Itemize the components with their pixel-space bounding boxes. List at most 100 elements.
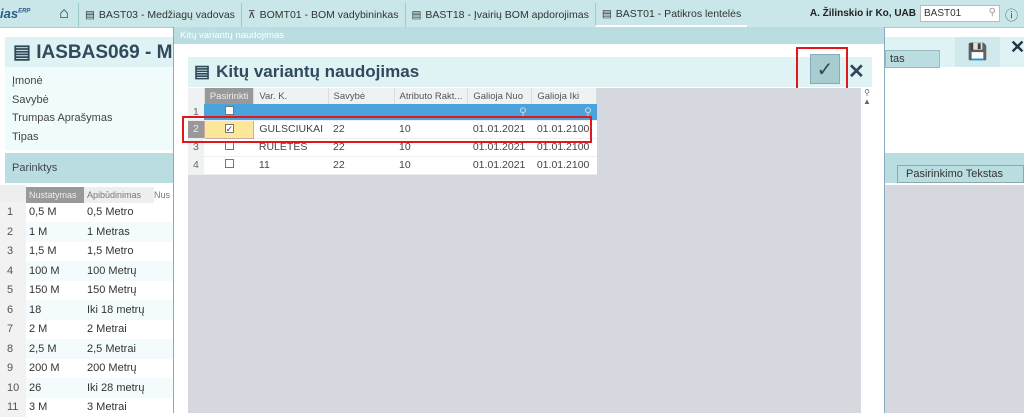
column-header[interactable]: Var. K.	[253, 88, 329, 104]
nustatymas-cell: 1 M	[29, 225, 48, 238]
nustatymas-cell: 150 M	[29, 284, 60, 296]
tree-icon: ⊼	[247, 9, 256, 21]
select-checkbox[interactable]: ✓	[203, 119, 255, 139]
row-number: 8	[0, 338, 26, 359]
row-number: 4	[188, 156, 205, 175]
table-row[interactable]: 4 11 22 10 01.01.2021 01.01.2100	[188, 156, 597, 175]
help-icon[interactable]: ⓘ	[1005, 8, 1019, 23]
row-number: 2	[188, 120, 205, 139]
text-button[interactable]: tas	[885, 50, 940, 68]
right-gray-area	[885, 185, 1024, 413]
column-header[interactable]: Atributo Rakt...	[394, 88, 469, 104]
background-grid: Nustatymas Apibūdinimas Nus 1 0,5 M 0,5 Metro…	[0, 185, 173, 417]
apibudinimas-cell: 0,5 Metro	[87, 206, 134, 218]
table-row[interactable]: 6 18 Iki 18 metrų	[0, 299, 173, 320]
column-header[interactable]: Nus	[154, 190, 171, 200]
row-number: 7	[0, 319, 26, 339]
confirm-button[interactable]: ✓	[810, 54, 840, 84]
modal-title: Kitų variantų naudojimas	[216, 62, 420, 81]
close-icon[interactable]: ✕	[1010, 37, 1024, 57]
section-header: Parinktys	[5, 153, 175, 183]
apibudinimas-cell: 2,5 Metrai	[87, 342, 136, 355]
nustatymas-cell: 200 M	[29, 362, 60, 374]
table-row[interactable]: 4 100 M 100 Metrų	[0, 260, 173, 281]
row-number: 6	[0, 299, 26, 320]
row-number: 9	[0, 358, 26, 378]
nustatymas-cell: 100 M	[29, 264, 60, 277]
scroll-up-icon[interactable]: ▲	[863, 97, 871, 106]
apibudinimas-cell: 1 Metras	[87, 225, 130, 238]
row-number: 11	[0, 397, 26, 417]
tab-bast01[interactable]: ▤ BAST01 - Patikros lentelės	[594, 3, 748, 27]
search-icon[interactable]: ⚲	[864, 88, 870, 97]
select-checkbox[interactable]	[204, 156, 254, 175]
column-header[interactable]: Galioja Nuo	[467, 88, 533, 104]
form-panel	[5, 67, 175, 150]
apibudinimas-cell: 200 Metrų	[87, 362, 137, 374]
nustatymas-cell: 18	[29, 303, 42, 316]
table-row[interactable]: 3 1,5 M 1,5 Metro	[0, 241, 173, 261]
save-icon[interactable]: 💾	[955, 37, 1000, 67]
date-from-cell: 01.01.2021	[467, 120, 532, 139]
column-header[interactable]: Nustatymas	[26, 187, 84, 203]
tab-label: BAST18 - Įvairių BOM apdorojimas	[425, 9, 589, 21]
highlight-box	[182, 116, 592, 143]
savybe-cell: 22	[328, 120, 394, 139]
nustatymas-cell: 0,5 M	[29, 206, 57, 218]
company-name: A. Žilinskio ir Ko, UAB	[809, 8, 916, 19]
table-row[interactable]: 1 0,5 M 0,5 Metro	[0, 202, 173, 222]
modal-header: ▤ Kitų variantų naudojimas	[188, 57, 872, 87]
field-label: Trumpas Aprašymas	[12, 112, 113, 124]
table-row[interactable]: 10 26 Iki 28 metrų	[0, 377, 173, 398]
table-row[interactable]: 11 3 M 3 Metrai	[0, 397, 173, 417]
table-row[interactable]: 9 200 M 200 Metrų	[0, 358, 173, 378]
page-title: ▤ IASBAS069 - Med	[5, 37, 175, 67]
table-row[interactable]: 5 150 M 150 Metrų	[0, 280, 173, 300]
tab-bast03[interactable]: ▤ BAST03 - Medžiagų vadovas	[78, 3, 241, 27]
tab-bast18[interactable]: ▤ BAST18 - Įvairių BOM apdorojimas	[404, 3, 595, 27]
tab-label: BOMT01 - BOM vadybininkas	[259, 9, 399, 21]
var-cell: GULSCIUKAI	[253, 120, 328, 139]
apibudinimas-cell: 2 Metrai	[87, 323, 127, 335]
row-number: 5	[0, 280, 26, 300]
field-label: Tipas	[12, 131, 39, 143]
var-cell: 11	[253, 156, 328, 175]
scrollbar[interactable]: ⚲ ▲	[861, 88, 873, 413]
home-icon[interactable]: ⌂	[59, 5, 69, 22]
search-icon[interactable]: ⚲	[988, 7, 996, 18]
date-to-cell: 01.01.2100	[531, 120, 597, 139]
apibudinimas-cell: 3 Metrai	[87, 401, 127, 413]
apibudinimas-cell: 150 Metrų	[87, 284, 137, 296]
column-header[interactable]: Galioja Iki	[531, 88, 598, 104]
apibudinimas-cell: 100 Metrų	[87, 264, 137, 277]
close-icon[interactable]: ✕	[848, 61, 865, 83]
row-number: 3	[0, 241, 26, 261]
table-row[interactable]: 2 ✓ GULSCIUKAI 22 10 01.01.2021 01.01.21…	[188, 119, 597, 139]
column-header[interactable]: Pasirinkti	[204, 88, 255, 104]
row-num-header	[188, 88, 205, 104]
apibudinimas-cell: 1,5 Metro	[87, 245, 134, 257]
search-input[interactable]: BAST01 ⚲	[920, 5, 1000, 22]
nustatymas-cell: 26	[29, 381, 42, 394]
nustatymas-cell: 1,5 M	[29, 245, 57, 257]
top-bar: iasERP ⌂ ▤ BAST03 - Medžiagų vadovas ⊼ BOM…	[0, 0, 1024, 28]
logo: iasERP	[0, 6, 31, 21]
row-number: 10	[0, 377, 26, 398]
field-label: Savybė	[12, 94, 49, 106]
field-label: Įmonė	[12, 75, 43, 87]
column-header[interactable]: Savybė	[328, 88, 395, 104]
pasirinkimo-tekstas-button[interactable]: Pasirinkimo Tekstas	[897, 165, 1024, 183]
form-icon: ▤	[601, 8, 612, 20]
form-icon: ▤	[194, 62, 211, 81]
form-icon: ▤	[85, 9, 95, 21]
tab-bomt01[interactable]: ⊼ BOMT01 - BOM vadybininkas	[240, 3, 405, 27]
nustatymas-cell: 3 M	[29, 401, 48, 413]
table-row[interactable]: 8 2,5 M 2,5 Metrai	[0, 338, 173, 359]
tab-label: BAST03 - Medžiagų vadovas	[98, 9, 235, 21]
column-header[interactable]: Apibūdinimas	[84, 187, 154, 203]
attr-cell: 10	[394, 156, 468, 175]
apibudinimas-cell: Iki 18 metrų	[87, 303, 145, 316]
nustatymas-cell: 2 M	[29, 323, 48, 335]
